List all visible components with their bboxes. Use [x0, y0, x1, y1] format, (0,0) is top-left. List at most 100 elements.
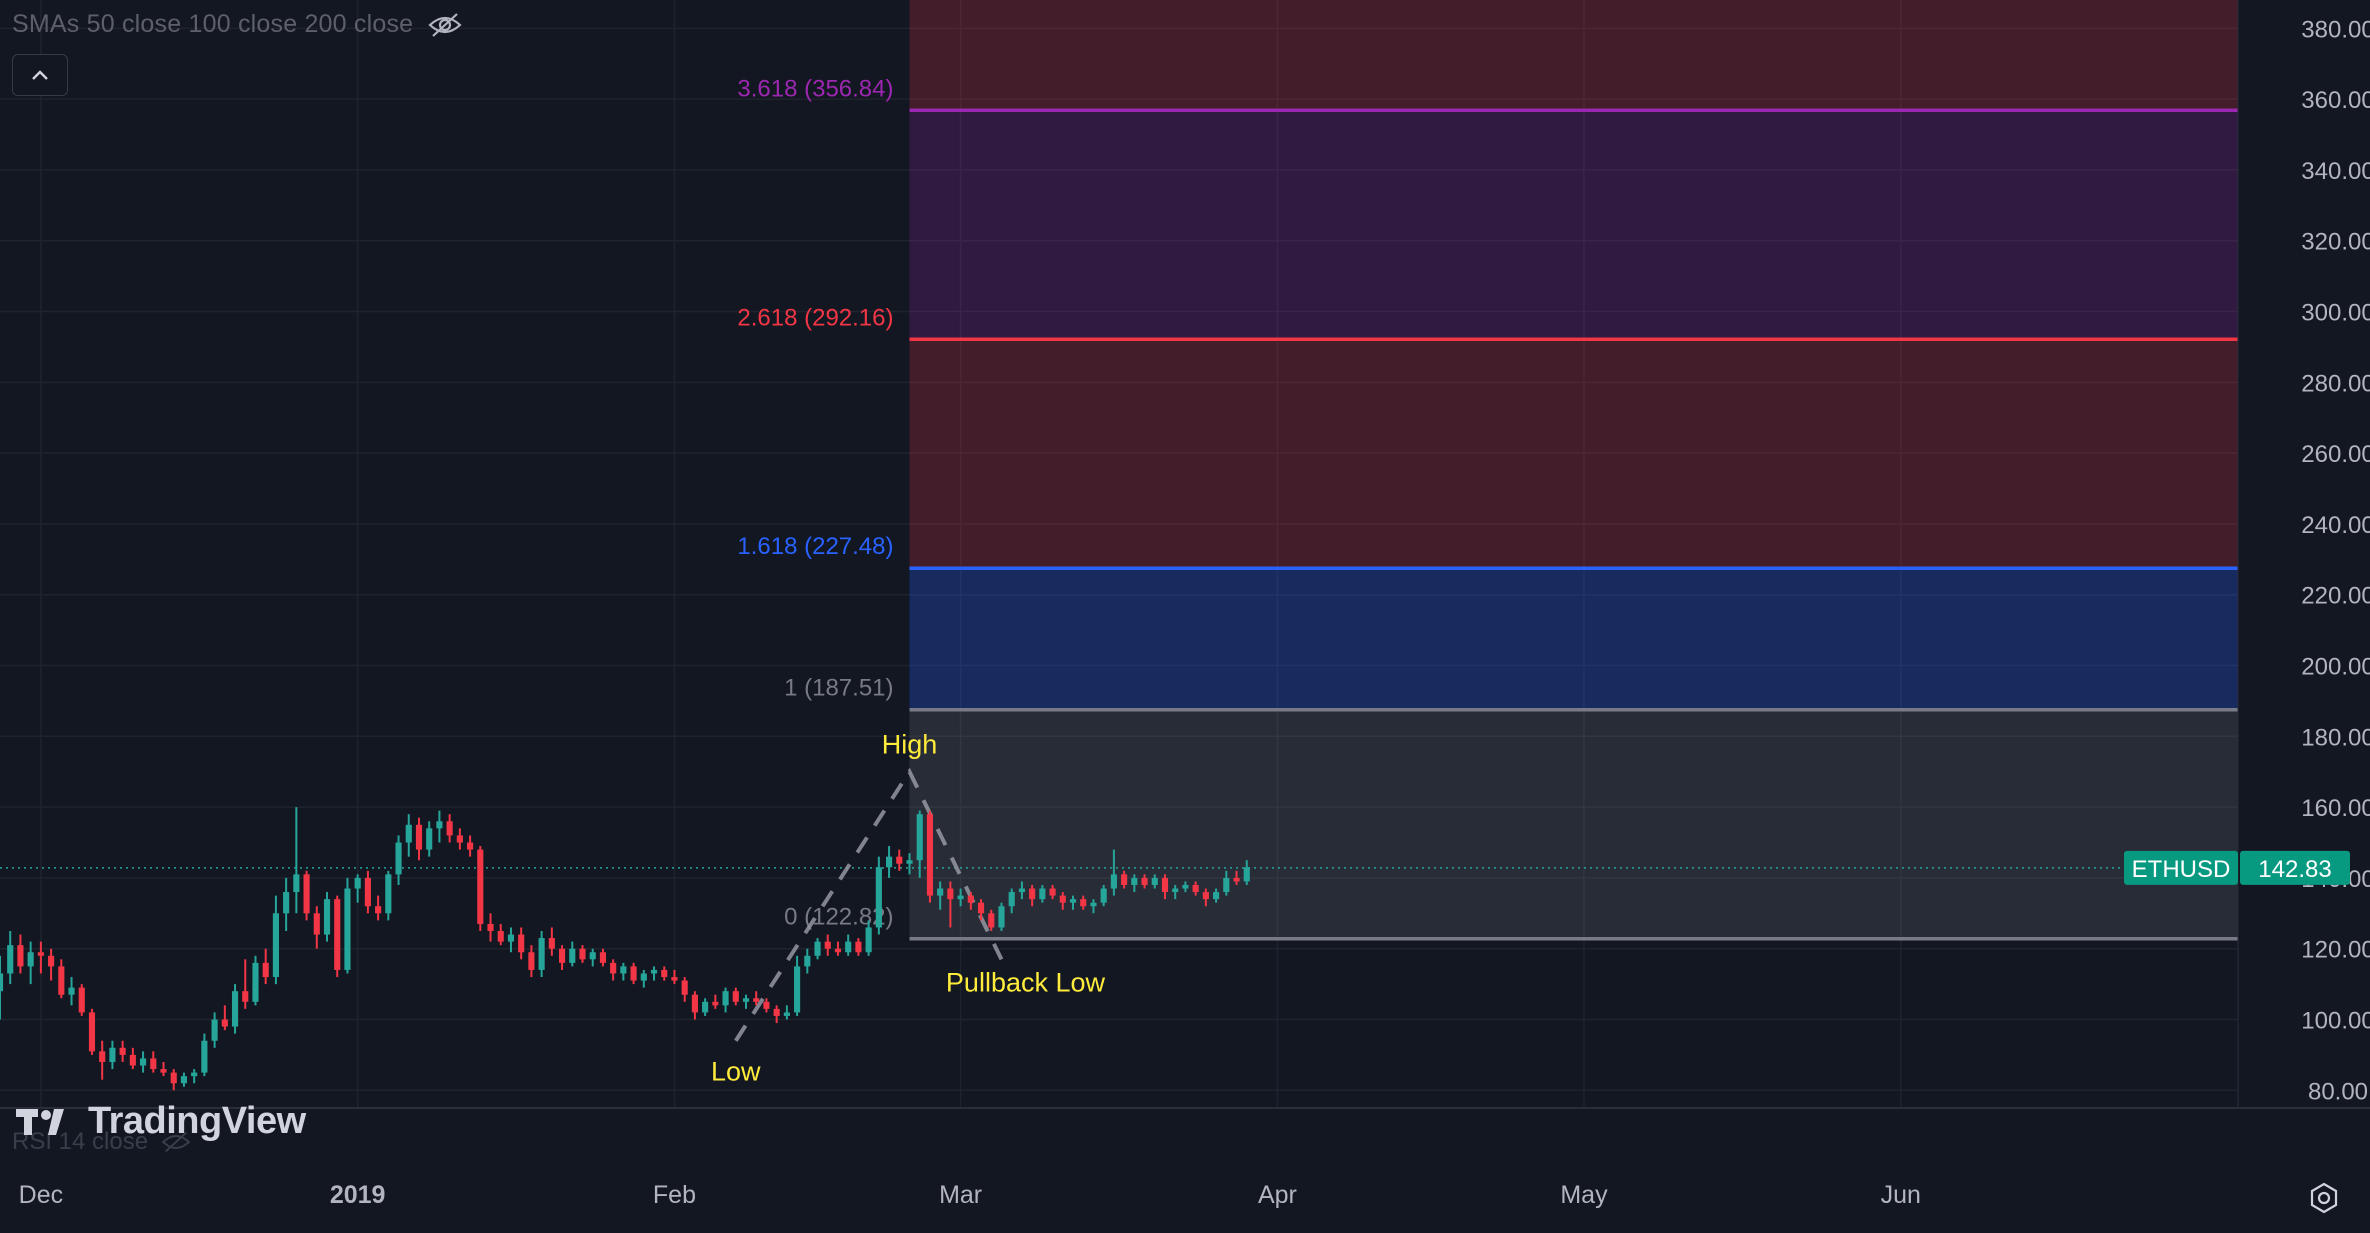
candle-body	[1110, 874, 1117, 889]
eye-off-icon[interactable]	[427, 11, 463, 39]
candle	[88, 1008, 96, 1055]
rsi-indicator-label[interactable]: RSI 14 close	[12, 1128, 192, 1156]
candle-body	[68, 987, 75, 995]
candle-body	[977, 902, 985, 914]
candle-body	[313, 913, 320, 935]
fib-zone	[909, 568, 2238, 710]
time-axis[interactable]: Dec 2019 Feb Mar Apr May Jun	[19, 1181, 1921, 1209]
candle-body	[436, 821, 443, 829]
candle	[732, 987, 739, 1006]
candle-body	[27, 952, 34, 967]
time-tick-label: Dec	[19, 1181, 63, 1209]
candle-body	[681, 980, 688, 995]
candle	[1182, 881, 1189, 893]
fib-zone	[909, 709, 2238, 939]
candle	[48, 948, 55, 981]
candle	[763, 998, 770, 1013]
candle	[916, 810, 923, 878]
fib-extension[interactable]: 0 (122.82) 1 (187.51) 1.618 (227.48) 2.618 …	[0, 0, 2238, 941]
candle	[875, 856, 882, 935]
candle	[773, 1005, 780, 1024]
candle	[313, 906, 320, 949]
last-price-label: 142.83	[2258, 856, 2331, 883]
candle-body	[1121, 874, 1128, 885]
candle-body	[354, 877, 361, 889]
candle-body	[548, 938, 555, 949]
candle-body	[426, 828, 433, 850]
candle	[211, 1012, 218, 1048]
candle-body	[446, 821, 453, 836]
time-tick-label: May	[1560, 1181, 1608, 1209]
candle-body	[1049, 888, 1056, 896]
candle-body	[262, 962, 269, 978]
candle-body	[507, 934, 515, 942]
price-tick-label: 320.00	[2301, 229, 2370, 256]
candle-body	[814, 941, 821, 956]
candle	[957, 888, 964, 907]
candle-body	[1243, 867, 1250, 882]
settings-icon[interactable]	[2306, 1180, 2342, 1216]
fib-level-label: 0 (122.82)	[784, 904, 893, 931]
candle-body	[1151, 877, 1158, 885]
collapse-legend-button[interactable]	[12, 54, 68, 96]
candle	[262, 948, 269, 985]
annotation-label: Low	[711, 1057, 761, 1087]
candle	[967, 892, 974, 910]
price-tick-label: 360.00	[2301, 87, 2370, 114]
candle-body	[497, 931, 504, 942]
candle-body	[988, 913, 995, 928]
candle	[1008, 888, 1015, 914]
candle	[937, 881, 944, 910]
candle-body	[1182, 884, 1189, 889]
candle-body	[783, 1012, 790, 1016]
fib-level-label: 2.618 (292.16)	[737, 304, 893, 331]
candle-body	[48, 955, 55, 967]
candle-body	[1008, 892, 1015, 907]
candle	[129, 1047, 136, 1070]
candle	[783, 1005, 790, 1020]
tradingview-logo[interactable]: TradingView	[16, 1100, 306, 1143]
candle-body	[875, 867, 882, 928]
price-tick-label: 280.00	[2301, 370, 2370, 397]
candle	[221, 1005, 228, 1031]
sma-indicator-label[interactable]: SMAs 50 close 100 close 200 close	[12, 10, 414, 38]
fib-zone-upper	[909, 0, 2238, 111]
indicator-legend[interactable]: SMAs 50 close 100 close 200 close	[12, 10, 463, 39]
candle-body	[967, 895, 974, 903]
candle	[150, 1051, 157, 1073]
candle-body	[129, 1054, 136, 1066]
candle	[681, 977, 688, 1002]
candle-body	[712, 1001, 719, 1006]
fib-level-label: 1 (187.51)	[784, 675, 893, 702]
candle	[191, 1069, 198, 1084]
candle-body	[671, 977, 678, 981]
candle-body	[1029, 888, 1036, 900]
candle	[354, 874, 361, 903]
candle	[1090, 899, 1097, 914]
candle	[558, 945, 566, 970]
candle-body	[558, 948, 566, 963]
candle-body	[1161, 877, 1169, 893]
candle	[323, 892, 331, 942]
annotation-label: High	[882, 730, 938, 760]
candle	[1049, 884, 1056, 900]
candle	[528, 945, 535, 978]
candle	[467, 835, 474, 857]
candle-body	[140, 1058, 147, 1066]
fib-level-label: 1.618 (227.48)	[737, 533, 893, 560]
candle-body	[620, 966, 627, 974]
rsi-label-text: RSI 14 close	[12, 1128, 149, 1155]
candle-body	[1202, 892, 1209, 900]
candle	[180, 1072, 188, 1087]
candle-body	[722, 991, 729, 1006]
candle-body	[1080, 899, 1087, 907]
candle	[119, 1040, 126, 1062]
candle	[446, 814, 453, 843]
candle	[988, 909, 995, 932]
candle-body	[201, 1040, 208, 1073]
price-tick-label: 180.00	[2301, 724, 2370, 751]
eye-off-icon[interactable]	[160, 1130, 192, 1154]
candle	[415, 817, 423, 861]
